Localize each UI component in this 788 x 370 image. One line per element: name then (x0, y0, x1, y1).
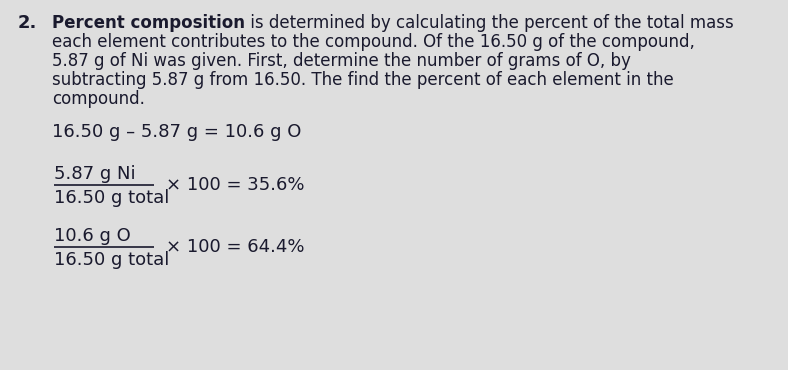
Text: compound.: compound. (52, 90, 145, 108)
Text: 5.87 g Ni: 5.87 g Ni (54, 165, 136, 183)
Text: each element contributes to the compound. Of the 16.50 g of the compound,: each element contributes to the compound… (52, 33, 695, 51)
Text: Percent composition: Percent composition (52, 14, 245, 32)
Text: × 100 = 35.6%: × 100 = 35.6% (166, 176, 304, 194)
Text: 16.50 g total: 16.50 g total (54, 251, 169, 269)
Text: 2.: 2. (18, 14, 37, 32)
Text: 10.6 g O: 10.6 g O (54, 227, 131, 245)
Text: is determined by calculating the percent of the total mass: is determined by calculating the percent… (245, 14, 734, 32)
Text: 16.50 g – 5.87 g = 10.6 g O: 16.50 g – 5.87 g = 10.6 g O (52, 123, 301, 141)
Text: subtracting 5.87 g from 16.50. The find the percent of each element in the: subtracting 5.87 g from 16.50. The find … (52, 71, 674, 89)
Text: × 100 = 64.4%: × 100 = 64.4% (166, 238, 304, 256)
Text: 5.87 g of Ni was given. First, determine the number of grams of O, by: 5.87 g of Ni was given. First, determine… (52, 52, 631, 70)
Text: 16.50 g total: 16.50 g total (54, 189, 169, 207)
